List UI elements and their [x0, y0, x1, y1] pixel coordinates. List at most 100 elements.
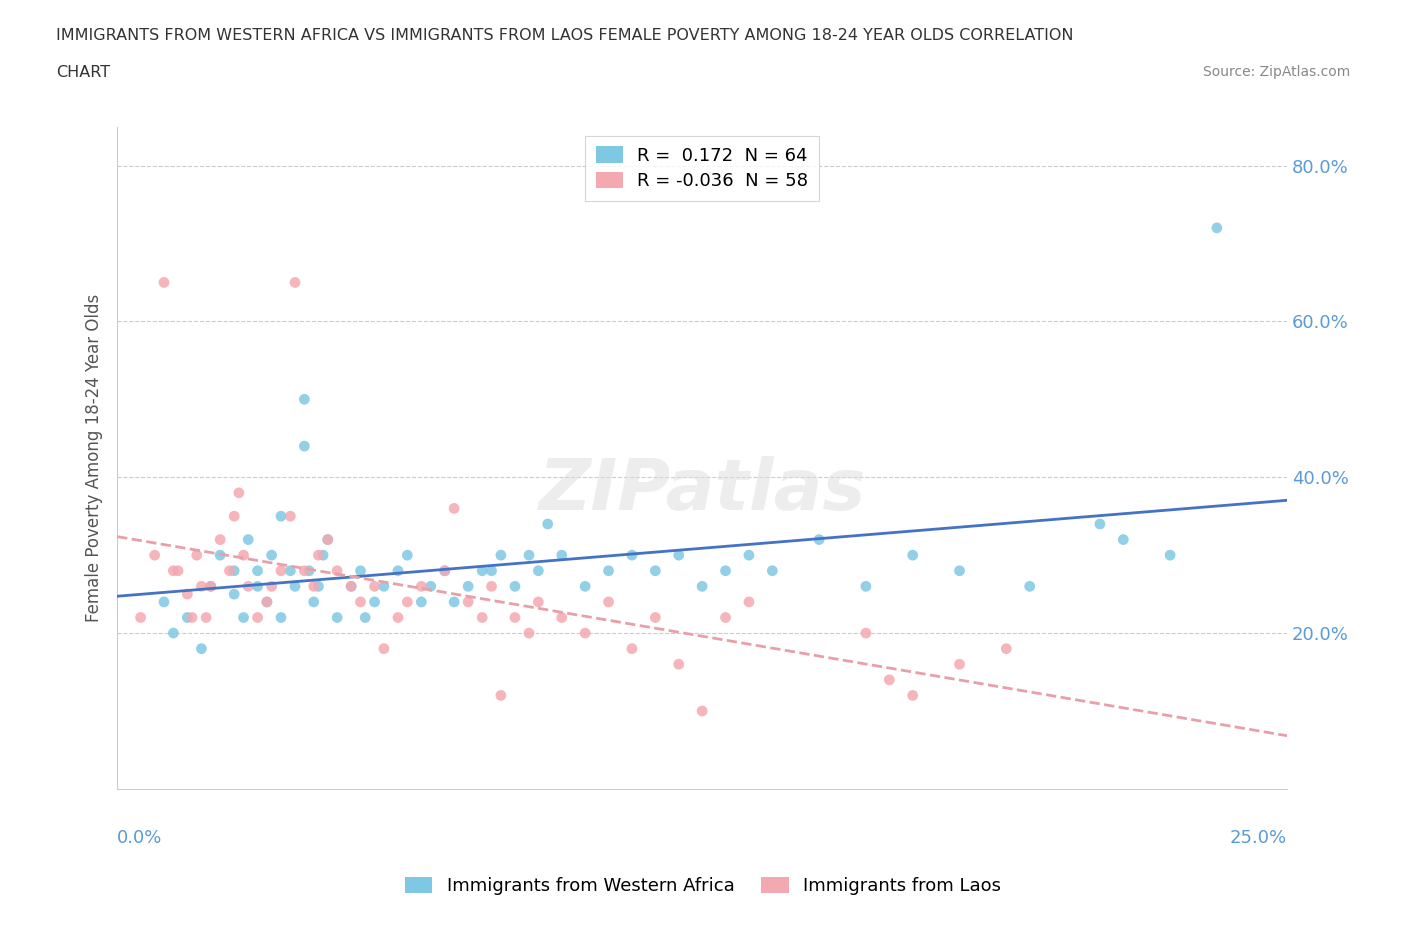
Point	[738, 548, 761, 563]
Point	[574, 626, 596, 641]
Point	[471, 564, 494, 578]
Point	[354, 610, 377, 625]
Point	[948, 657, 970, 671]
Point	[373, 642, 395, 657]
Point	[901, 548, 924, 563]
Point	[620, 642, 643, 657]
Point	[190, 642, 212, 657]
Point	[1205, 220, 1227, 235]
Point	[340, 578, 363, 593]
Point	[419, 578, 441, 593]
Point	[292, 564, 315, 578]
Point	[302, 594, 325, 609]
Point	[387, 610, 409, 625]
Point	[901, 688, 924, 703]
Point	[153, 594, 176, 609]
Point	[284, 578, 307, 593]
Point	[162, 626, 184, 641]
Point	[195, 610, 218, 625]
Point	[503, 578, 526, 593]
Point	[307, 548, 329, 563]
Point	[1112, 532, 1135, 547]
Point	[527, 594, 550, 609]
Point	[598, 564, 620, 578]
Point	[761, 564, 783, 578]
Point	[298, 564, 321, 578]
Point	[238, 532, 260, 547]
Point	[644, 610, 666, 625]
Point	[316, 532, 339, 547]
Point	[260, 578, 283, 593]
Point	[443, 594, 465, 609]
Point	[537, 516, 560, 531]
Point	[246, 610, 269, 625]
Point	[363, 578, 385, 593]
Point	[232, 548, 254, 563]
Point	[190, 578, 212, 593]
Point	[396, 594, 419, 609]
Point	[690, 578, 713, 593]
Point	[1159, 548, 1181, 563]
Point	[200, 578, 222, 593]
Point	[855, 626, 877, 641]
Point	[270, 610, 292, 625]
Y-axis label: Female Poverty Among 18-24 Year Olds: Female Poverty Among 18-24 Year Olds	[86, 294, 103, 622]
Point	[948, 564, 970, 578]
Point	[224, 564, 246, 578]
Point	[387, 564, 409, 578]
Point	[238, 578, 260, 593]
Point	[373, 578, 395, 593]
Point	[200, 578, 222, 593]
Point	[363, 594, 385, 609]
Point	[995, 642, 1018, 657]
Point	[443, 501, 465, 516]
Point	[620, 548, 643, 563]
Point	[574, 578, 596, 593]
Point	[232, 610, 254, 625]
Text: 0.0%: 0.0%	[117, 829, 163, 846]
Text: ZIPatlas: ZIPatlas	[538, 457, 866, 525]
Point	[714, 610, 737, 625]
Point	[433, 564, 456, 578]
Point	[176, 610, 198, 625]
Point	[143, 548, 166, 563]
Point	[690, 704, 713, 719]
Point	[1018, 578, 1040, 593]
Point	[714, 564, 737, 578]
Point	[457, 594, 479, 609]
Point	[181, 610, 204, 625]
Point	[209, 532, 232, 547]
Point	[349, 594, 371, 609]
Point	[228, 485, 250, 500]
Point	[879, 672, 901, 687]
Point	[129, 610, 152, 625]
Point	[808, 532, 831, 547]
Point	[312, 548, 335, 563]
Legend: R =  0.172  N = 64, R = -0.036  N = 58: R = 0.172 N = 64, R = -0.036 N = 58	[585, 136, 820, 201]
Point	[481, 564, 503, 578]
Point	[489, 548, 512, 563]
Point	[256, 594, 278, 609]
Point	[278, 509, 301, 524]
Point	[326, 564, 349, 578]
Point	[551, 610, 574, 625]
Point	[186, 548, 208, 563]
Point	[433, 564, 456, 578]
Point	[224, 509, 246, 524]
Point	[668, 657, 690, 671]
Point	[598, 594, 620, 609]
Point	[340, 578, 363, 593]
Point	[260, 548, 283, 563]
Point	[668, 548, 690, 563]
Text: CHART: CHART	[56, 65, 110, 80]
Point	[503, 610, 526, 625]
Point	[292, 392, 315, 406]
Point	[278, 564, 301, 578]
Point	[209, 548, 232, 563]
Point	[176, 587, 198, 602]
Point	[256, 594, 278, 609]
Point	[396, 548, 419, 563]
Point	[551, 548, 574, 563]
Point	[471, 610, 494, 625]
Text: IMMIGRANTS FROM WESTERN AFRICA VS IMMIGRANTS FROM LAOS FEMALE POVERTY AMONG 18-2: IMMIGRANTS FROM WESTERN AFRICA VS IMMIGR…	[56, 28, 1074, 43]
